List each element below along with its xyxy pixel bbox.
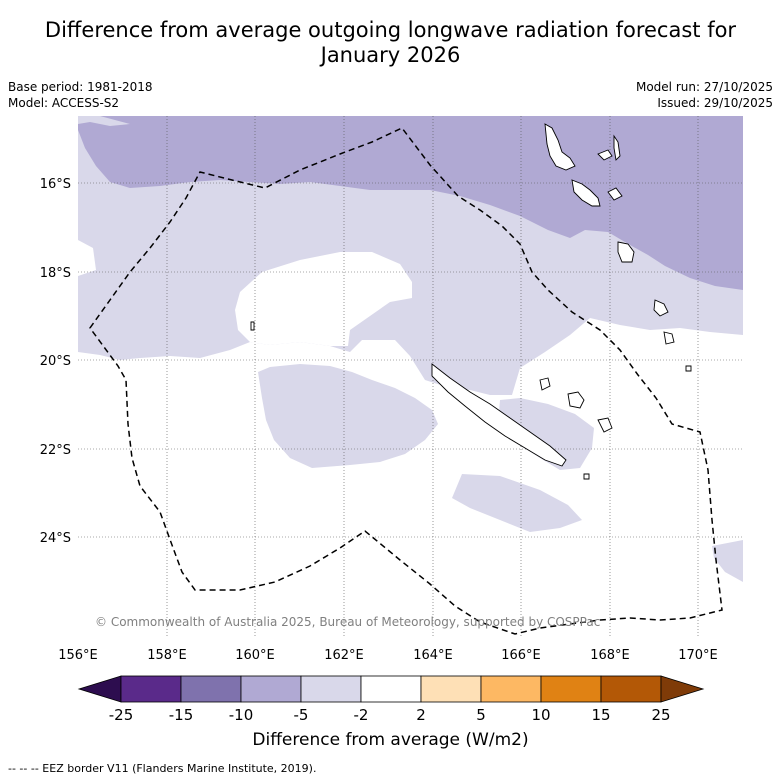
colorbar-title: Difference from average (W/m2) <box>252 730 529 750</box>
anomaly-region-light-se <box>712 540 743 582</box>
colorbar-bin-2 <box>180 675 242 703</box>
erromango-island <box>663 331 675 345</box>
lifou-island <box>597 417 613 433</box>
lat-tick-22: 22°S <box>40 443 71 458</box>
lat-tick-20: 20°S <box>40 354 71 369</box>
espiritu-santo-island <box>544 123 576 171</box>
title-line-2: January 2026 <box>320 43 461 67</box>
lon-tick-160: 160°E <box>235 648 275 663</box>
cb-label-7: 5 <box>476 706 486 724</box>
anomaly-region-medium <box>78 116 743 290</box>
meta-left: Base period: 1981-2018 Model: ACCESS-S2 <box>8 79 153 111</box>
model-name: Model: ACCESS-S2 <box>8 96 120 110</box>
colorbar-bin-8 <box>540 675 602 703</box>
malakula-island <box>571 179 601 207</box>
cb-label-6: 2 <box>416 706 426 724</box>
lon-tick-168: 168°E <box>590 648 630 663</box>
colorbar-labels: -25 -15 -10 -5 -2 2 5 10 15 25 <box>109 706 671 724</box>
colorbar-bin-9 <box>600 675 662 703</box>
lat-axis: 16°S 18°S 20°S 22°S 24°S <box>40 177 71 546</box>
meta-right: Model run: 27/10/2025 Issued: 29/10/2025 <box>636 79 773 111</box>
pentecost-island <box>613 134 621 161</box>
ambae-island <box>597 149 613 161</box>
chart-title: Difference from average outgoing longwav… <box>0 18 781 68</box>
cb-label-9: 15 <box>591 706 610 724</box>
tanna-island <box>653 299 669 317</box>
issued-date: Issued: 29/10/2025 <box>657 96 773 110</box>
lon-axis: 156°E 158°E 160°E 162°E 164°E 166°E 168°… <box>58 648 718 663</box>
anomaly-region-neutral-west <box>78 240 96 276</box>
model-run: Model run: 27/10/2025 <box>635 80 773 94</box>
lon-tick-166: 166°E <box>501 648 541 663</box>
colorbar-bin-1 <box>120 675 182 703</box>
anomaly-region-medium-corner <box>78 116 130 126</box>
colorbar-extend-high <box>660 675 705 703</box>
colorbar-bin-4 <box>300 675 362 703</box>
lon-tick-170: 170°E <box>678 648 718 663</box>
cb-label-2: -15 <box>169 706 194 724</box>
copyright-notice: © Commonwealth of Australia 2025, Bureau… <box>95 615 600 629</box>
lon-tick-164: 164°E <box>413 648 453 663</box>
title-line-1: Difference from average outgoing longwav… <box>44 18 737 42</box>
gridlines <box>78 116 743 638</box>
colorbar-bin-6 <box>420 675 482 703</box>
new-caledonia-island <box>431 363 567 467</box>
small-reef-island <box>250 321 255 331</box>
lon-tick-162: 162°E <box>324 648 364 663</box>
lon-tick-158: 158°E <box>147 648 187 663</box>
anomaly-region-light-east <box>498 398 594 470</box>
cb-label-3: -10 <box>229 706 254 724</box>
anomaly-region-light-central <box>258 364 438 468</box>
anomaly-region-neutral <box>235 252 412 346</box>
colorbar-bin-7 <box>480 675 542 703</box>
mare-island <box>567 391 585 409</box>
islands <box>250 123 692 480</box>
colorbar-extend-low <box>77 675 122 703</box>
colorbar-bins <box>120 675 662 703</box>
ouvea-island <box>539 377 551 391</box>
lon-tick-156: 156°E <box>58 648 98 663</box>
footer-note: -- -- -- EEZ border V11 (Flanders Marine… <box>8 762 317 775</box>
matthew-island <box>583 473 590 480</box>
anomaly-region-light-south <box>452 474 582 532</box>
colorbar-bin-5 <box>360 675 422 703</box>
efate-island <box>617 241 635 263</box>
cb-label-4: -5 <box>294 706 309 724</box>
colorbar: -25 -15 -10 -5 -2 2 5 10 15 25 <box>77 675 705 724</box>
lat-tick-18: 18°S <box>40 266 71 281</box>
cb-label-1: -25 <box>109 706 134 724</box>
base-period: Base period: 1981-2018 <box>8 80 153 94</box>
lat-tick-24: 24°S <box>40 531 71 546</box>
colorbar-bin-3 <box>240 675 302 703</box>
lat-tick-16: 16°S <box>40 177 71 192</box>
epi-island <box>607 187 623 201</box>
cb-label-10: 25 <box>651 706 670 724</box>
cb-label-8: 10 <box>531 706 550 724</box>
aneityum-island <box>685 365 692 372</box>
cb-label-5: -2 <box>354 706 369 724</box>
eez-border <box>89 127 723 635</box>
